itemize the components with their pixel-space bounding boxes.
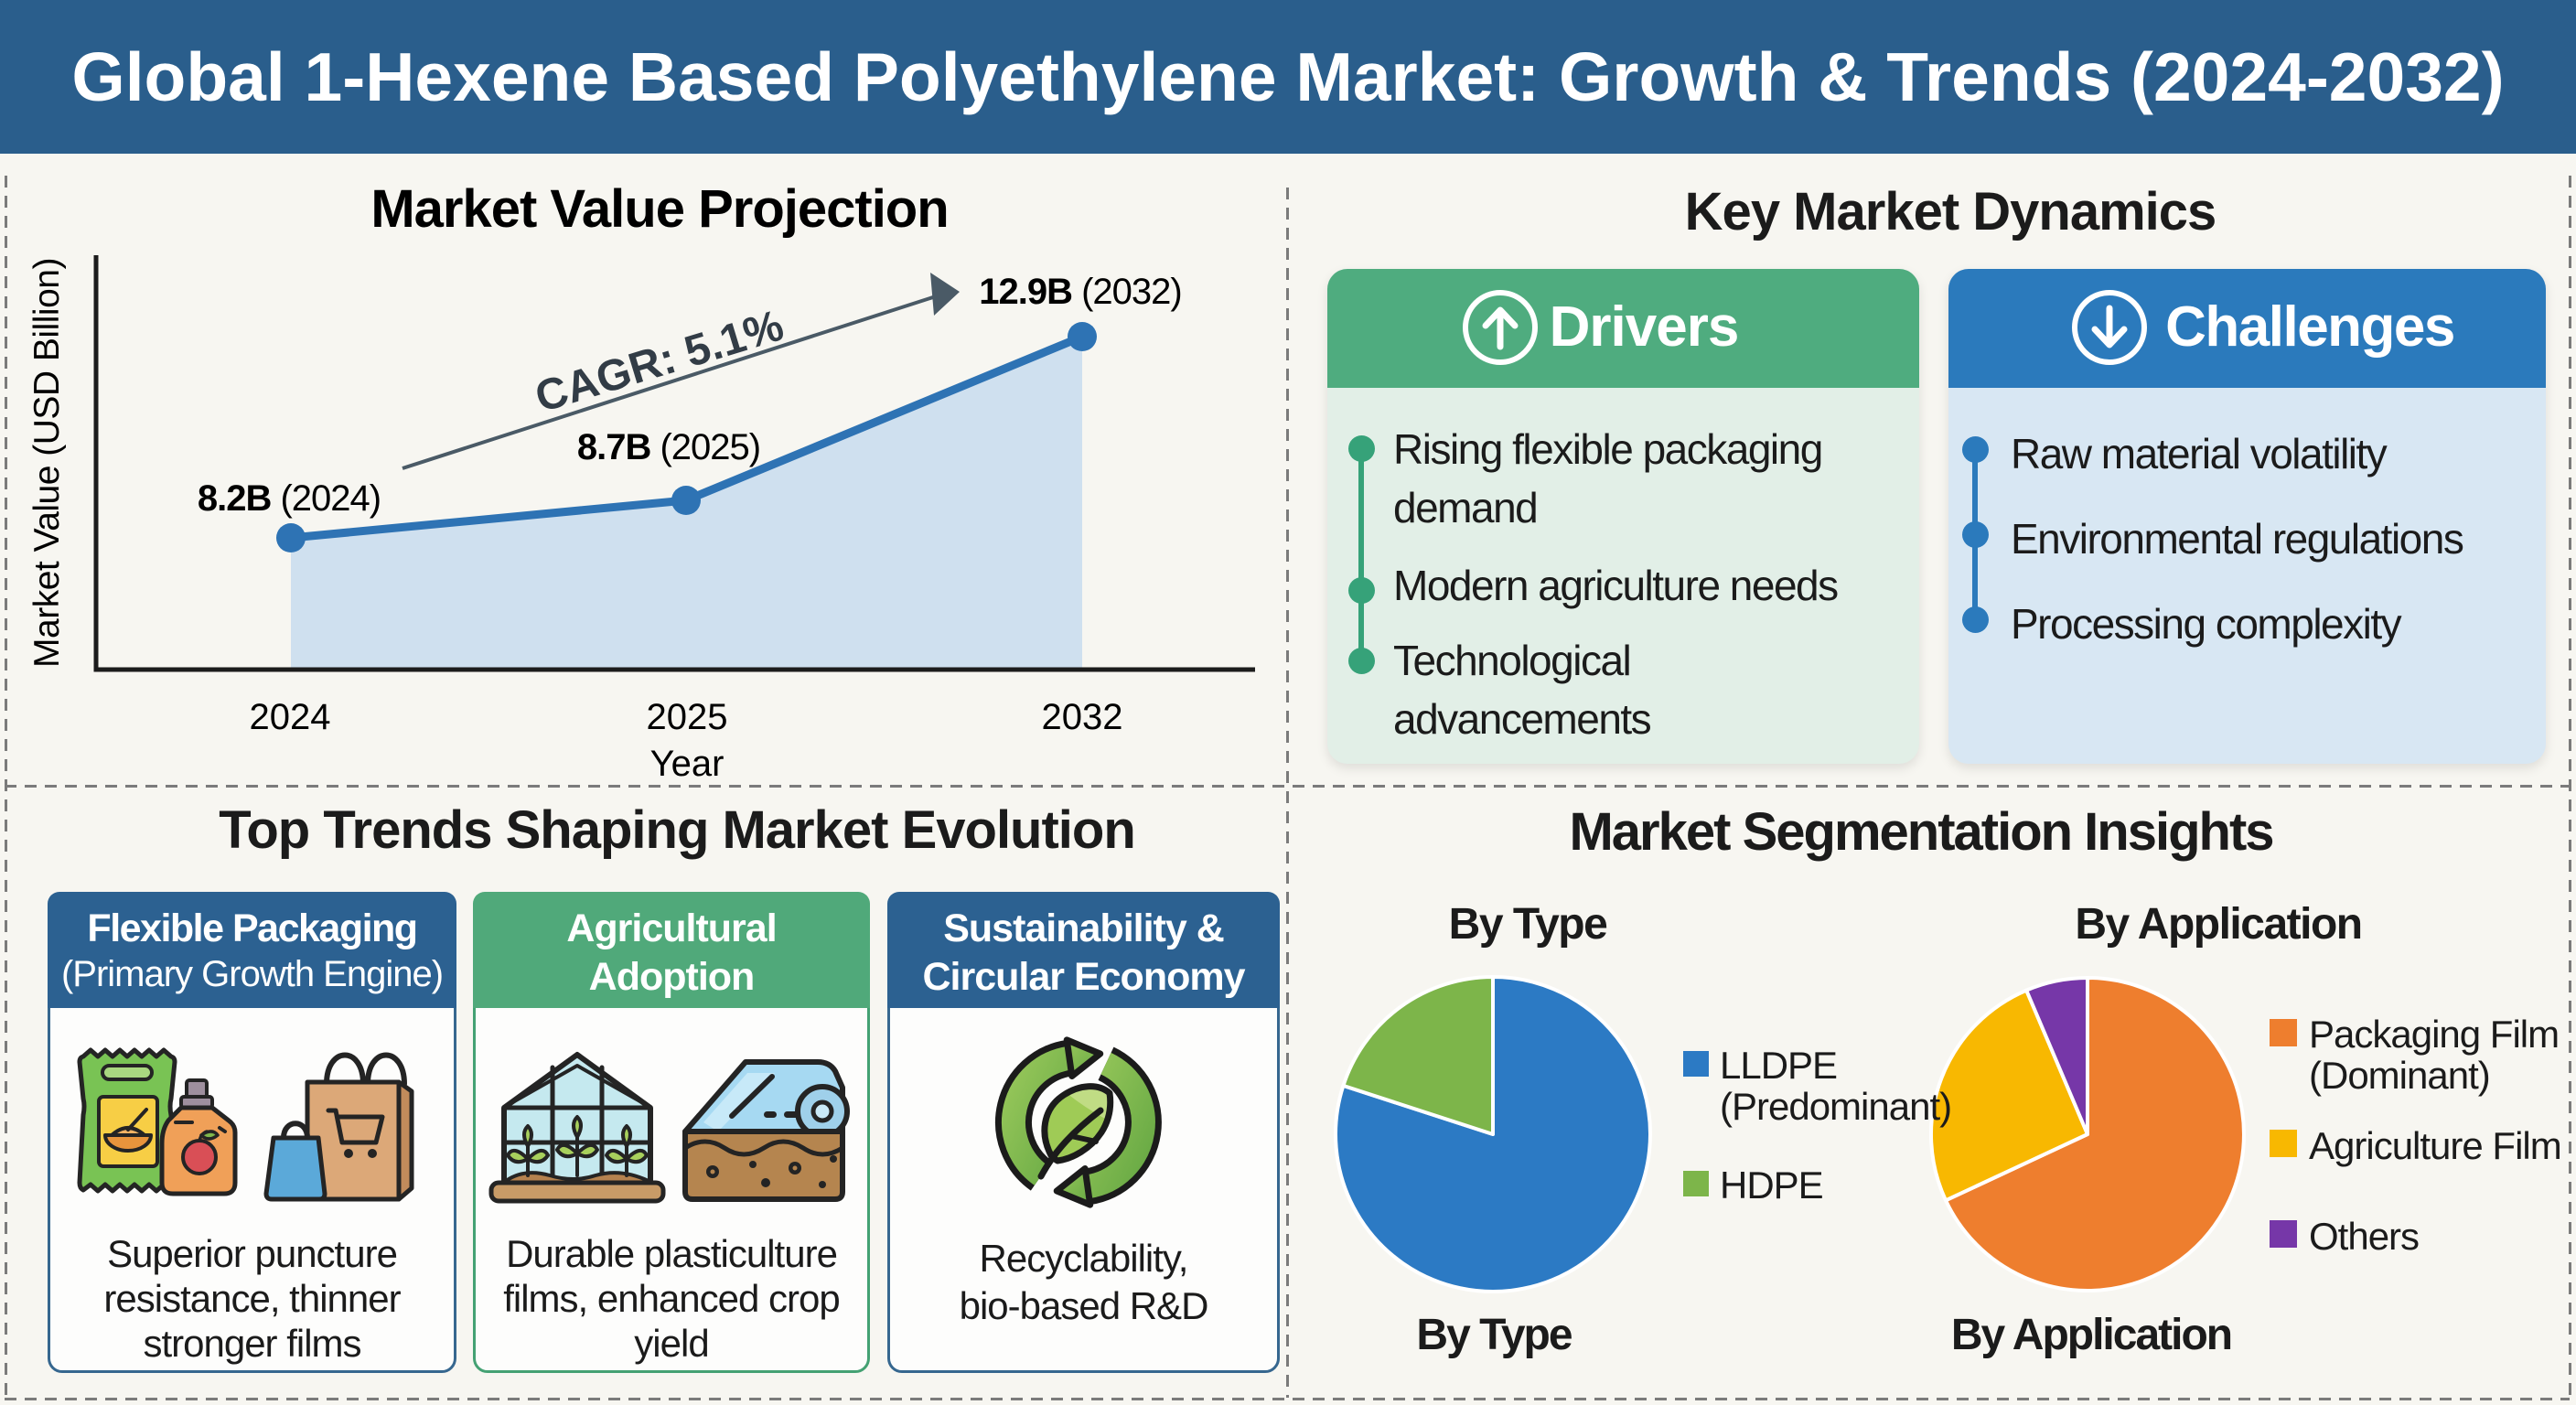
svg-text:2024: 2024 — [250, 697, 331, 737]
svg-text:Year: Year — [650, 744, 724, 784]
svg-text:2025: 2025 — [647, 697, 728, 737]
svg-text:12.9B (2032): 12.9B (2032) — [979, 272, 1182, 312]
svg-text:2032: 2032 — [1042, 697, 1123, 737]
svg-text:8.7B (2025): 8.7B (2025) — [577, 427, 760, 467]
svg-text:Market Value Projection: Market Value Projection — [370, 179, 948, 239]
svg-text:CAGR: 5.1%: CAGR: 5.1% — [530, 301, 789, 422]
svg-text:Market Value (USD Billion): Market Value (USD Billion) — [27, 258, 67, 668]
svg-text:8.2B (2024): 8.2B (2024) — [198, 478, 381, 519]
